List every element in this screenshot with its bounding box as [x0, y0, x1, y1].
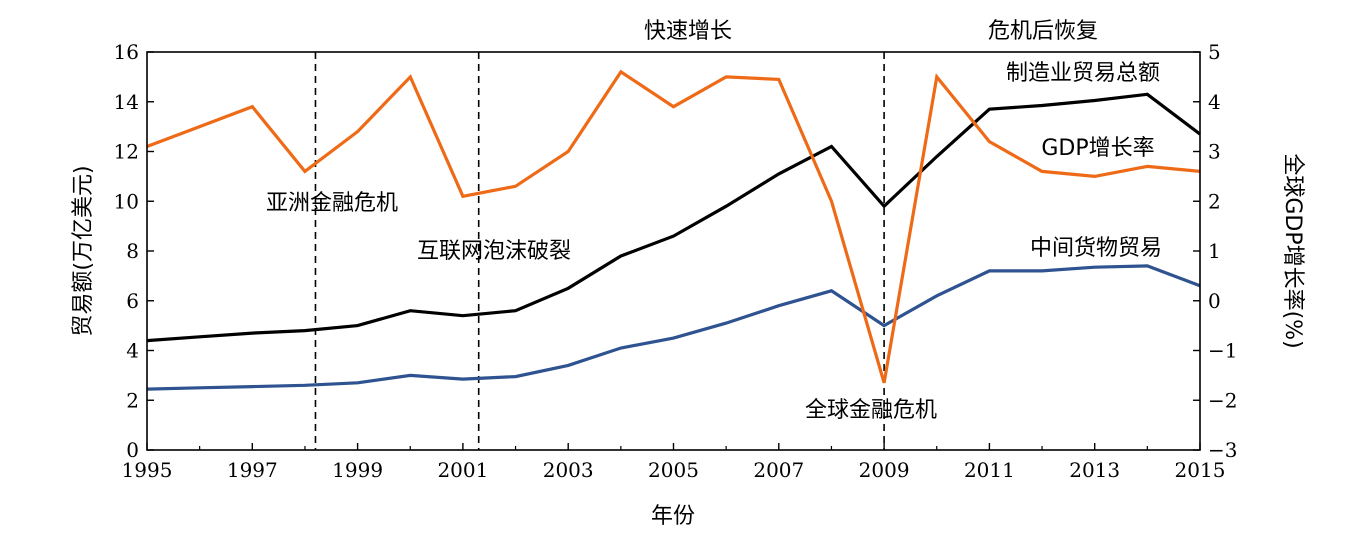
y-left-tick-label: 16	[114, 40, 139, 64]
y-right-axis-title: 全球GDP增长率(%)	[1280, 153, 1305, 348]
x-tick-label: 1999	[332, 458, 383, 482]
y-right-tick-label: −3	[1208, 438, 1237, 462]
x-tick-label: 2001	[437, 458, 488, 482]
label-gdp: GDP增长率	[1041, 136, 1154, 161]
annotation-recovery: 危机后恢复	[988, 19, 1098, 44]
y-left-tick-label: 4	[126, 339, 139, 363]
series-lines	[146, 69, 1201, 391]
y-left-tick-label: 2	[126, 388, 139, 412]
y-left-tick-label: 0	[126, 438, 139, 462]
series-line-2	[146, 69, 1201, 384]
y-left-axis-title: 贸易额(万亿美元)	[71, 165, 96, 336]
y-right-tick-label: −2	[1208, 388, 1237, 412]
y-right-tick-label: 4	[1208, 90, 1221, 114]
y-right-tick-label: 5	[1208, 40, 1221, 64]
annotation-global-crisis: 全球金融危机	[805, 398, 937, 423]
y-right-tick-label: 3	[1208, 140, 1221, 164]
y-right-tick-label: 0	[1208, 289, 1221, 313]
annotation-asia-crisis: 亚洲金融危机	[266, 191, 398, 216]
x-axis-title: 年份	[651, 504, 695, 529]
x-tick-label: 2009	[859, 458, 910, 482]
label-manufacturing: 制造业贸易总额	[1006, 61, 1160, 86]
y-left-tick-label: 8	[126, 239, 139, 263]
x-tick-label: 2011	[964, 458, 1015, 482]
y-left-tick-label: 10	[114, 189, 139, 213]
y-right-tick-label: 1	[1208, 239, 1221, 263]
x-tick-label: 1997	[227, 458, 278, 482]
axis-ticks: 1995 1997 1999 2001 2003 2005 2007 2009 2011 2013…	[114, 40, 1238, 482]
series-line-0	[146, 92, 1201, 343]
y-left-tick-label: 14	[114, 90, 139, 114]
y-left-tick-label: 12	[114, 140, 139, 164]
x-tick-label: 2007	[753, 458, 804, 482]
label-intermediate: 中间货物贸易	[1030, 236, 1162, 261]
series-line-1	[146, 264, 1201, 391]
x-tick-label: 2013	[1069, 458, 1120, 482]
vertical-lines	[314, 52, 885, 450]
annotation-rapid-growth: 快速增长	[644, 19, 732, 44]
x-tick-label: 2005	[648, 458, 699, 482]
y-right-tick-label: −1	[1208, 339, 1237, 363]
x-tick-label: 1995	[122, 458, 173, 482]
x-tick-label: 2015	[1175, 458, 1226, 482]
annotation-dotcom: 互联网泡沫破裂	[417, 239, 571, 264]
x-tick-label: 2003	[543, 458, 594, 482]
y-right-tick-label: 2	[1208, 189, 1221, 213]
y-left-tick-label: 6	[126, 289, 139, 313]
